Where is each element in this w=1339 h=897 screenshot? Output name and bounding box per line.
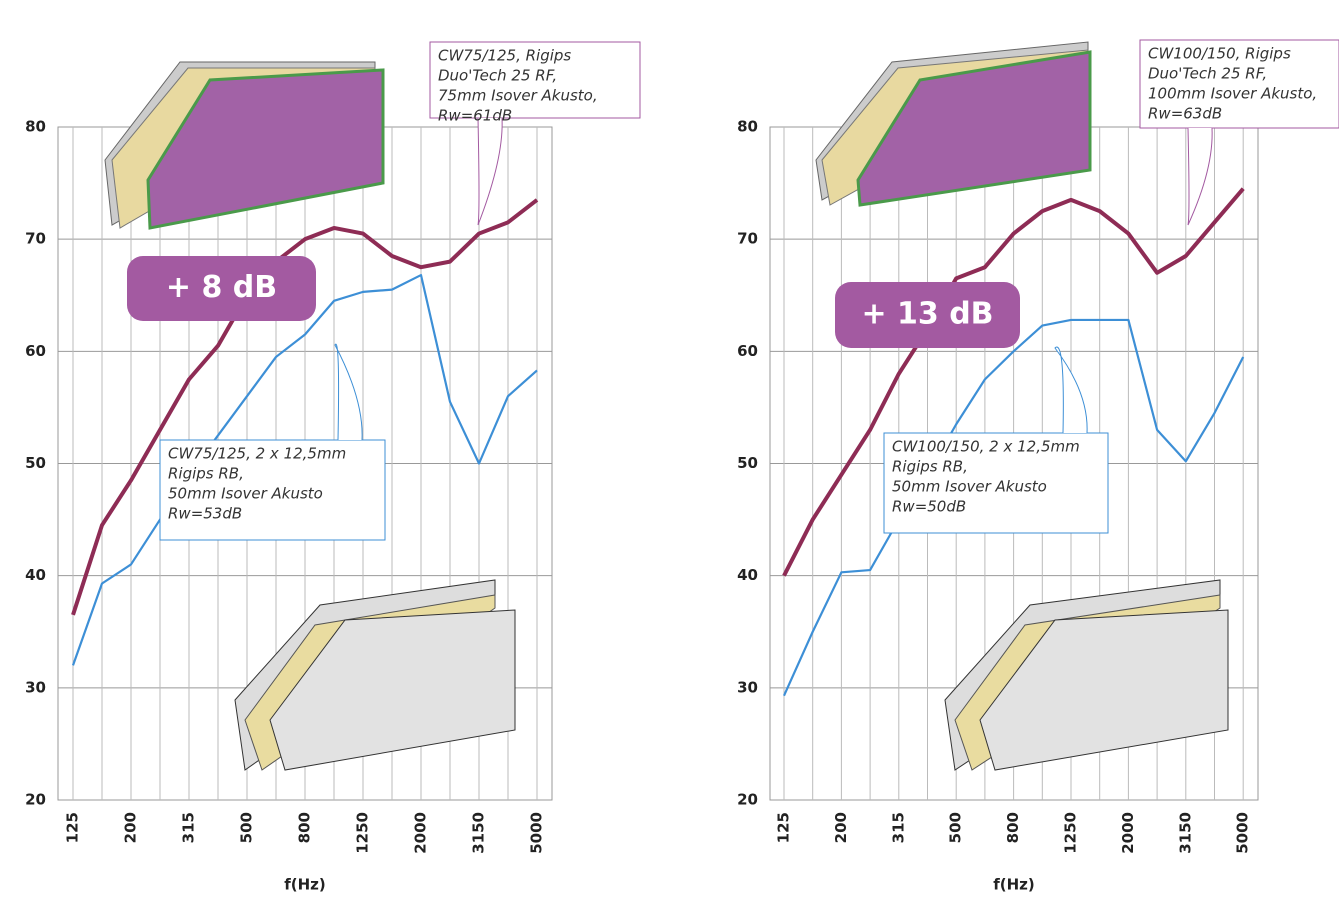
badge	[127, 256, 316, 321]
badge-text: + 8 dB	[166, 270, 277, 305]
y-tick-label: 70	[737, 230, 758, 248]
badge	[835, 282, 1020, 348]
x-tick-label: 500	[947, 812, 965, 843]
x-tick-label: 2000	[412, 812, 430, 854]
y-tick-label: 60	[737, 342, 758, 360]
callout-pointer	[334, 343, 363, 441]
lines	[71, 187, 1245, 697]
callout-text: Duo'Tech 25 RF,	[1148, 65, 1267, 83]
data-line	[71, 273, 538, 666]
callout-text: Rw=63dB	[1148, 105, 1222, 123]
callout-text: CW75/125, Rigips	[438, 47, 571, 65]
y-tick-label: 50	[25, 454, 46, 472]
x-tick-label: 200	[122, 812, 140, 843]
callout-text: 50mm Isover Akusto	[168, 485, 323, 503]
x-tick-label: 5000	[528, 812, 546, 854]
callout-text: Rw=53dB	[168, 505, 242, 523]
x-tick-label: 800	[296, 812, 314, 843]
callout-text: Rw=61dB	[438, 107, 512, 125]
callout-box	[1139, 39, 1339, 129]
wall-illustration	[104, 41, 1229, 771]
y-tick-label: 70	[25, 230, 46, 248]
callout-text: CW100/150, 2 x 12,5mm	[892, 438, 1080, 456]
annotations: + 8 dB CW75/125, Rigips Duo'Tech 25 RF, 75m…	[127, 39, 1339, 541]
y-tick-label: 20	[25, 791, 46, 809]
x-tick-label: 200	[832, 812, 850, 843]
y-tick-label: 80	[737, 118, 758, 136]
x-axis-label: f(Hz)	[284, 876, 326, 894]
callout-text: Duo'Tech 25 RF,	[438, 67, 557, 85]
x-tick-label: 3150	[1176, 812, 1194, 854]
callout-text: Rw=50dB	[892, 498, 966, 516]
x-tick-label: 315	[889, 812, 907, 843]
x-tick-label: 500	[238, 812, 256, 843]
callout-text: 50mm Isover Akusto	[892, 478, 1047, 496]
callout-text: Rigips RB,	[892, 458, 968, 476]
callout-pointer	[477, 117, 503, 226]
data-line	[782, 187, 1245, 577]
y-tick-label: 20	[737, 791, 758, 809]
x-tick-label: 2000	[1119, 812, 1137, 854]
callout-text: CW75/125, 2 x 12,5mm	[168, 445, 346, 463]
callout-box	[429, 41, 641, 119]
callout-box	[159, 439, 386, 541]
x-tick-label: 3150	[470, 812, 488, 854]
y-tick-label: 40	[737, 566, 758, 584]
x-tick-label: 800	[1004, 812, 1022, 843]
callout-text: 100mm Isover Akusto,	[1148, 85, 1317, 103]
x-tick-label: 5000	[1234, 812, 1252, 854]
x-tick-label: 1250	[1062, 812, 1080, 854]
x-axis-label: f(Hz)	[993, 876, 1035, 894]
y-tick-label: 60	[25, 342, 46, 360]
data-line	[71, 198, 539, 616]
y-tick-label: 50	[737, 454, 758, 472]
data-line	[782, 318, 1245, 697]
y-tick-label: 30	[737, 678, 758, 696]
badge-text: + 13 dB	[861, 297, 993, 332]
callout-text: CW100/150, Rigips	[1148, 45, 1291, 63]
x-tick-label: 315	[180, 812, 198, 843]
callout-text: Rigips RB,	[168, 465, 244, 483]
y-tick-label: 30	[25, 678, 46, 696]
x-tick-label: 125	[775, 812, 793, 843]
callout-text: 75mm Isover Akusto,	[438, 87, 598, 105]
y-tick-label: 40	[25, 566, 46, 584]
callout-box	[883, 432, 1109, 534]
callout-pointer	[1054, 346, 1088, 434]
callout-pointer	[1187, 127, 1213, 226]
x-tick-label: 125	[64, 812, 82, 843]
x-tick-label: 1250	[354, 812, 372, 854]
y-tick-label: 80	[25, 118, 46, 136]
